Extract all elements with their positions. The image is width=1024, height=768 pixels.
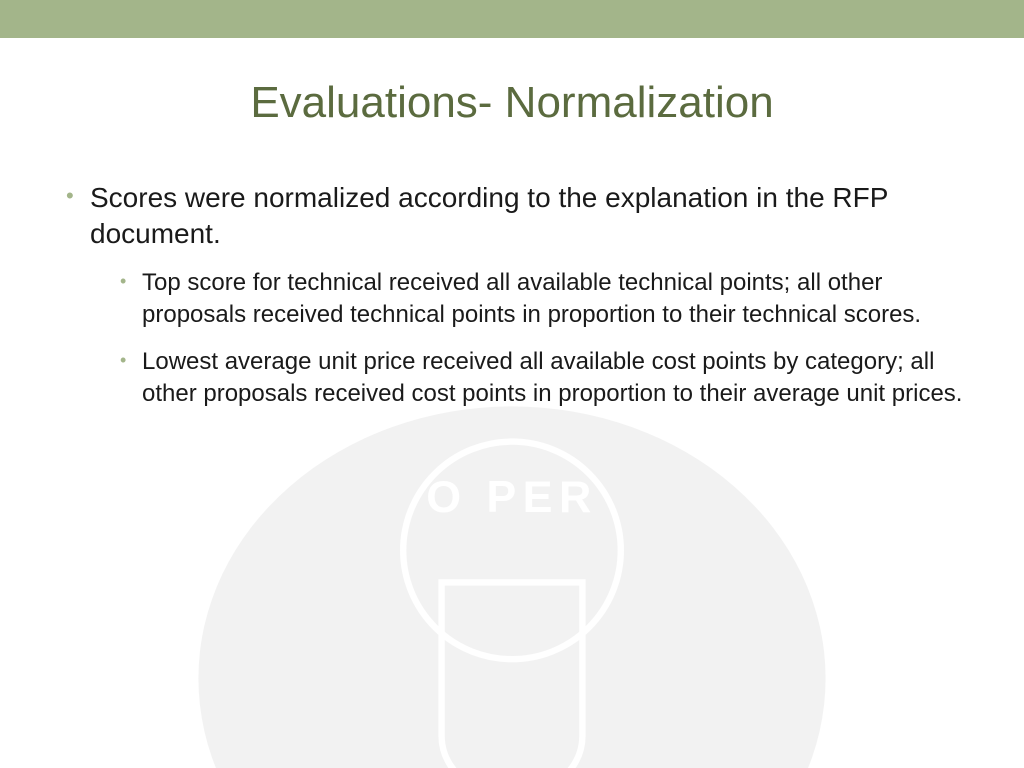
- bullet-list-lvl2: Top score for technical received all ava…: [90, 267, 964, 411]
- bullet-lvl2: Top score for technical received all ava…: [90, 267, 964, 332]
- svg-text:O PER: O PER: [426, 472, 597, 522]
- bullet-lvl2: Lowest average unit price received all a…: [90, 346, 964, 411]
- top-accent-bar: [0, 0, 1024, 38]
- bullet-lvl2-text: Lowest average unit price received all a…: [142, 348, 962, 407]
- slide-body: Scores were normalized according to the …: [60, 180, 964, 424]
- bullet-lvl1-text: Scores were normalized according to the …: [90, 182, 888, 249]
- bullet-lvl2-text: Top score for technical received all ava…: [142, 269, 921, 328]
- bullet-list-lvl1: Scores were normalized according to the …: [60, 180, 964, 410]
- slide-title: Evaluations- Normalization: [0, 78, 1024, 128]
- slide: O PER Evaluations- Normalization Scores …: [0, 0, 1024, 768]
- bullet-lvl1: Scores were normalized according to the …: [60, 180, 964, 410]
